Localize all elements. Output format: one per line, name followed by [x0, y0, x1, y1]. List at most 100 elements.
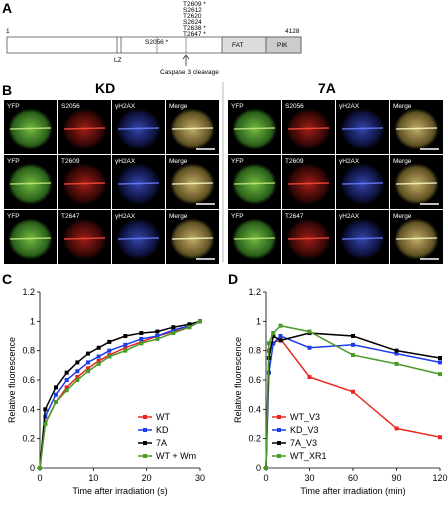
- data-point: [171, 331, 176, 336]
- data-point: [278, 323, 283, 328]
- data-point: [271, 334, 276, 338]
- damage-stripe: [63, 237, 106, 240]
- data-point: [307, 345, 312, 350]
- y-tick-label: 0.2: [248, 434, 261, 444]
- damage-stripe: [395, 127, 438, 130]
- data-point: [394, 361, 399, 366]
- panel-label: B: [2, 82, 12, 98]
- seq-end: 4128: [285, 28, 300, 35]
- data-point: [155, 334, 160, 338]
- data-point: [123, 342, 128, 347]
- damage-stripe: [9, 127, 52, 130]
- data-point: [155, 329, 160, 334]
- data-point: [96, 361, 101, 366]
- damage-stripe: [395, 237, 438, 240]
- data-point: [96, 345, 101, 350]
- data-point: [86, 366, 90, 371]
- data-point: [351, 334, 355, 338]
- legend-marker: [143, 454, 147, 458]
- series-line: [265, 335, 441, 469]
- fat-label: FAT: [232, 42, 243, 49]
- data-point: [123, 334, 128, 338]
- y-tick-label: 1: [256, 316, 261, 326]
- damage-stripe: [341, 182, 384, 185]
- channel-label: γH2AX: [115, 103, 136, 110]
- legend-marker: [277, 441, 281, 445]
- x-tick-label: 30: [304, 473, 314, 483]
- site-label: S2056 *: [145, 39, 169, 46]
- legend-label: WT_V3: [290, 412, 320, 422]
- channel-label: S2056: [61, 103, 80, 110]
- damage-stripe: [117, 237, 160, 240]
- x-axis-label: Time after irradiation (min): [300, 486, 405, 496]
- data-point: [438, 360, 442, 365]
- channel-label: YFP: [7, 103, 20, 110]
- channel-label: Merge: [393, 103, 412, 110]
- panel-label: D: [228, 271, 238, 287]
- y-tick-label: 1.2: [248, 287, 261, 297]
- data-point: [187, 325, 192, 330]
- y-axis-label: Relative fluorescence: [233, 337, 243, 423]
- data-point: [96, 358, 101, 363]
- damage-stripe: [63, 182, 106, 185]
- site-label: S2612: [183, 7, 202, 14]
- data-point: [351, 389, 355, 394]
- data-point: [351, 353, 355, 358]
- series-line: [265, 332, 441, 469]
- data-point: [123, 345, 128, 350]
- data-point: [438, 435, 442, 440]
- y-tick-label: 0.8: [22, 346, 35, 356]
- data-point: [394, 351, 399, 356]
- data-point: [43, 407, 48, 412]
- channel-label: T2647: [61, 213, 80, 220]
- damage-stripe: [171, 237, 214, 240]
- data-point: [187, 322, 192, 327]
- damage-stripe: [233, 237, 276, 240]
- data-point: [271, 341, 276, 346]
- damage-stripe: [9, 182, 52, 185]
- damage-stripe: [63, 127, 106, 130]
- data-point: [64, 385, 69, 390]
- channel-label: Merge: [169, 158, 188, 165]
- channel-label: Merge: [393, 213, 412, 220]
- data-point: [394, 348, 399, 353]
- cleavage-arrow: [182, 54, 190, 66]
- damage-stripe: [117, 127, 160, 130]
- y-tick-label: 0.8: [248, 346, 261, 356]
- x-tick-label: 0: [37, 473, 42, 483]
- channel-label: YFP: [231, 158, 244, 165]
- legend-marker: [143, 415, 147, 419]
- damage-stripe: [171, 182, 214, 185]
- damage-stripe: [341, 127, 384, 130]
- series-line: [39, 320, 201, 469]
- data-point: [351, 342, 355, 347]
- x-tick-label: 20: [142, 473, 152, 483]
- legend-marker: [277, 415, 281, 419]
- damage-stripe: [287, 127, 330, 130]
- channel-label: γH2AX: [339, 103, 360, 110]
- x-tick-label: 30: [195, 473, 205, 483]
- data-point: [38, 466, 42, 470]
- damage-stripe: [233, 127, 276, 130]
- legend-label: 7A: [156, 438, 167, 448]
- x-tick-label: 120: [432, 473, 447, 483]
- data-point: [278, 338, 283, 343]
- data-point: [54, 385, 58, 390]
- y-tick-label: 0.4: [248, 404, 261, 414]
- y-tick-label: 0.2: [22, 434, 35, 444]
- legend-label: WT + Wm: [156, 451, 196, 461]
- data-point: [139, 331, 144, 336]
- data-point: [198, 319, 202, 324]
- data-point: [307, 375, 312, 380]
- channel-label: γH2AX: [339, 213, 360, 220]
- y-tick-label: 0.6: [22, 375, 35, 385]
- data-point: [278, 334, 283, 338]
- data-point: [64, 370, 69, 375]
- data-point: [123, 348, 128, 353]
- legend-marker: [143, 441, 147, 445]
- data-point: [155, 336, 160, 341]
- data-point: [54, 400, 58, 404]
- group-title: KD: [95, 80, 115, 96]
- damage-stripe: [287, 237, 330, 240]
- legend-label: 7A_V3: [290, 438, 317, 448]
